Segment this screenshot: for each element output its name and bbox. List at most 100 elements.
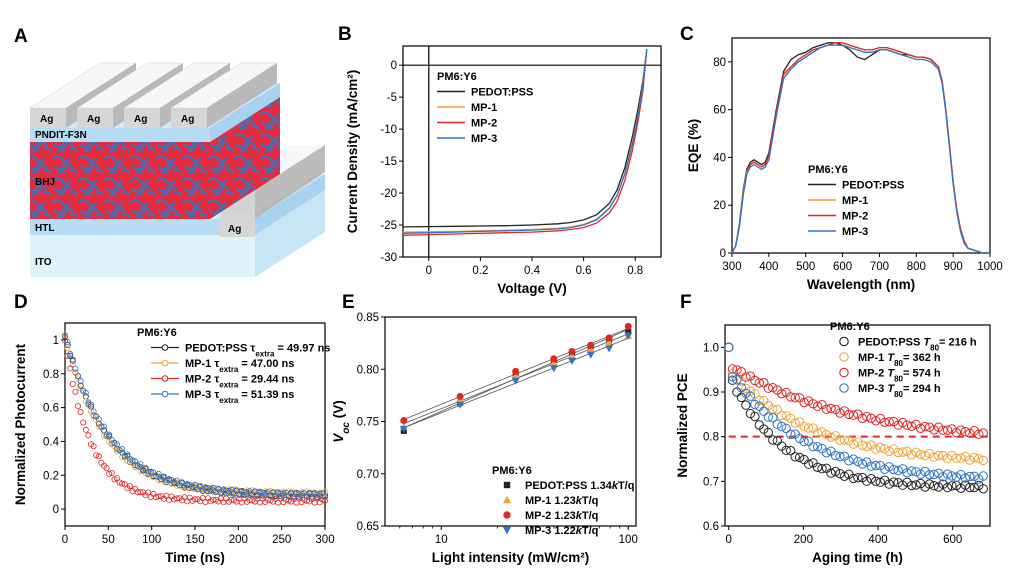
- y-tick-label: -15: [380, 156, 397, 168]
- aging-point: [786, 429, 796, 440]
- voc-point: [400, 416, 408, 424]
- voc-point: [399, 425, 408, 433]
- htl-side: [255, 174, 325, 235]
- aging-point: [839, 435, 850, 445]
- aging-point: [956, 453, 966, 463]
- y-tick-label: 0.8: [43, 369, 59, 381]
- legend-entry: MP-1: [842, 195, 868, 207]
- aging-point: [768, 435, 778, 445]
- aging-point: [911, 480, 921, 490]
- legend-title: PM6:Y6: [492, 465, 532, 477]
- aging-point: [880, 417, 890, 427]
- x-tick-label: 400: [868, 534, 887, 546]
- aging-point: [732, 375, 742, 385]
- decay-point: [69, 380, 76, 387]
- decay-point: [98, 423, 105, 430]
- jv-curve-pedot-pss: [402, 49, 648, 228]
- decay-point: [246, 496, 253, 503]
- aging-point: [893, 465, 903, 476]
- y-tick-label: 40: [713, 152, 726, 164]
- aging-point: [781, 411, 791, 421]
- aging-point: [938, 425, 948, 435]
- y-axis-label: Normalized PCE: [675, 373, 690, 477]
- aging-point: [750, 389, 760, 399]
- decay-point: [75, 372, 82, 379]
- legend-entry: MP-3 T80= 294 h: [858, 383, 941, 399]
- voc-point: [605, 345, 614, 353]
- aging-point: [821, 429, 832, 440]
- voc-point: [549, 358, 558, 366]
- y-tick-label: 20: [713, 200, 726, 212]
- aging-point: [808, 442, 818, 452]
- x-axis-label: Light intensity (mW/cm²): [432, 550, 590, 565]
- aging-point: [902, 468, 912, 478]
- aging-point: [848, 454, 859, 464]
- aging-point: [947, 481, 957, 491]
- jv-chart: 0 0.2 0.4 0.6 0.8 0 -5 -10 -15 -20 -25 -30 Voltage (…: [345, 45, 662, 296]
- photocurrent-chart: 0 50 100 150 200 250 300 0 0.2 0.4 0.6 0.8 1 Time (ns…: [13, 322, 335, 565]
- voc-point: [587, 341, 595, 349]
- legend-entry: PEDOT:PSS 1.34kT/q: [525, 480, 634, 492]
- aging-point: [741, 372, 751, 382]
- aging-point: [794, 452, 805, 463]
- decay-point: [191, 496, 198, 503]
- aging-point: [978, 471, 988, 481]
- aging-point: [893, 447, 903, 458]
- aging-point: [754, 378, 764, 388]
- legend-marker: [502, 495, 512, 504]
- y-tick-label: -10: [380, 124, 397, 136]
- legend-marker: [161, 390, 169, 398]
- x-tick-label: 200: [794, 534, 813, 546]
- aging-point: [768, 413, 778, 423]
- aging-point: [969, 452, 979, 463]
- aging-point: [960, 473, 971, 483]
- aging-point: [826, 403, 836, 414]
- aging-point: [835, 451, 845, 462]
- ag-finger-front: [30, 108, 66, 128]
- panel-label-d: D: [14, 292, 28, 313]
- decay-point: [116, 447, 123, 454]
- legend-entry: MP-3 1.22kT/q: [525, 525, 598, 537]
- panel-label-b: B: [338, 24, 352, 45]
- voc-point: [456, 401, 465, 409]
- decay-point: [119, 445, 126, 452]
- legend-entry: MP-1 1.23kT/q: [525, 495, 598, 507]
- aging-point: [745, 386, 756, 396]
- x-tick-label: 300: [722, 261, 741, 273]
- legend-entry: MP-2 T80= 574 h: [858, 368, 941, 384]
- ag-finger-label: Ag: [87, 114, 100, 125]
- ag-finger-label: Ag: [134, 114, 147, 125]
- aging-point: [866, 461, 876, 471]
- y-tick-label: 0.65: [357, 521, 379, 533]
- voc-point: [456, 392, 464, 400]
- decay-point: [72, 365, 79, 372]
- aging-point: [906, 480, 917, 491]
- legend-marker: [161, 359, 169, 367]
- aging-point: [978, 428, 988, 438]
- pce-aging-chart: 0 200 400 600 0.6 0.7 0.8 0.9 1.0 Aging time (h) N…: [675, 321, 991, 565]
- aging-point: [781, 423, 791, 434]
- y-tick-label: 0.7: [703, 476, 719, 488]
- ag-finger-side: [207, 63, 277, 128]
- legend-entry: PEDOT:PSS T80= 216 h: [858, 337, 977, 353]
- aging-point: [924, 479, 935, 489]
- decay-point: [210, 496, 217, 503]
- decay-point: [82, 389, 89, 396]
- aging-point: [875, 477, 885, 487]
- aging-point: [960, 480, 971, 490]
- voc-point: [567, 357, 576, 365]
- aging-point: [781, 387, 791, 398]
- legend-entry: MP-2: [471, 118, 497, 130]
- aging-point: [799, 436, 809, 447]
- voc-point: [550, 355, 558, 363]
- aging-point: [853, 473, 863, 483]
- decay-point: [303, 497, 310, 504]
- aging-point: [911, 467, 921, 477]
- decay-point: [85, 432, 92, 439]
- aging-point: [906, 450, 917, 460]
- decay-point: [256, 489, 263, 496]
- y-tick-label: 0.8: [703, 432, 719, 444]
- decay-point: [293, 490, 300, 497]
- decay-point: [165, 476, 172, 483]
- aging-point: [803, 459, 814, 469]
